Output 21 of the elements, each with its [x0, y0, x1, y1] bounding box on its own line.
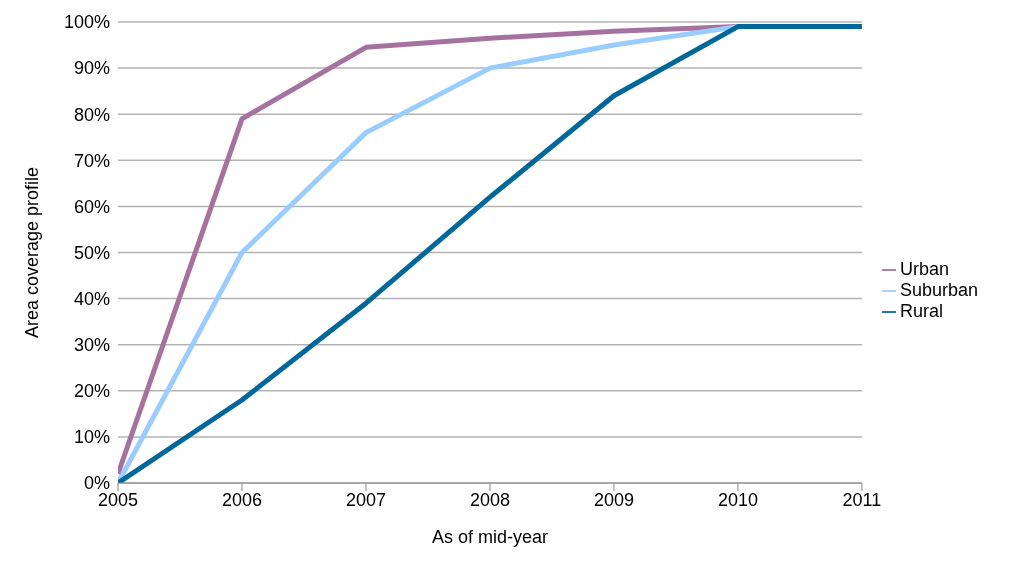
x-tick-label: 2007	[345, 489, 386, 510]
y-tick-label: 40%	[73, 288, 110, 309]
x-tick-label: 2011	[842, 489, 882, 510]
y-tick-label: 60%	[73, 196, 110, 217]
legend-label: Rural	[899, 301, 943, 321]
y-tick-label: 50%	[73, 242, 110, 263]
y-tick-label: 70%	[73, 150, 110, 171]
y-tick-label: 80%	[73, 104, 110, 125]
y-tick-label: 30%	[73, 335, 110, 356]
y-tick-label: 20%	[73, 381, 110, 402]
x-tick-label: 2010	[717, 489, 758, 510]
legend-label: Urban	[899, 259, 949, 279]
x-tick-label: 2008	[469, 489, 510, 510]
y-axis-title: Area coverage profile	[22, 166, 43, 339]
x-tick-label: 2009	[593, 489, 634, 510]
y-tick-label: 10%	[73, 427, 110, 448]
x-tick-label: 2006	[221, 489, 263, 510]
legend-label: Suburban	[899, 280, 978, 300]
x-axis-title: As of mid-year	[431, 527, 548, 547]
y-tick-label: 90%	[73, 58, 110, 79]
y-tick-label: 100%	[63, 12, 110, 33]
